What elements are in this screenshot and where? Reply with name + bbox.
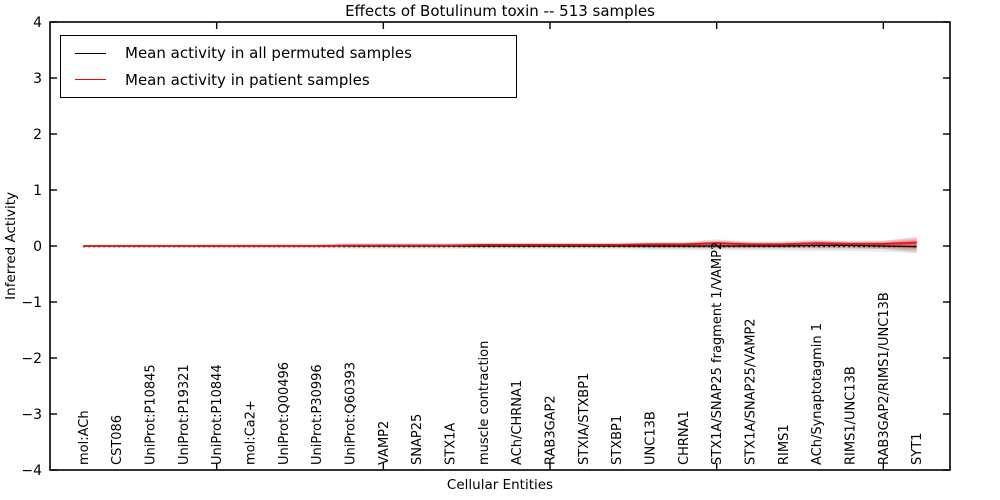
- category-label: RAB3GAP2: [544, 395, 559, 465]
- legend-line-black-icon: [75, 52, 106, 54]
- category-label: mol:Ca2+: [244, 400, 259, 465]
- y-tick-label: 1: [33, 183, 42, 199]
- y-tick-label: 4: [33, 15, 42, 31]
- category-label: UniProt:P30996: [310, 364, 325, 465]
- category-label: STX1A/SNAP25 fragment 1/VAMP2: [710, 242, 725, 465]
- category-label: RAB3GAP2/RIMS1/UNC13B: [877, 292, 892, 465]
- category-label: STXIA/STXBP1: [577, 373, 592, 465]
- category-label: STX1A/SNAP25/VAMP2: [744, 318, 759, 465]
- y-tick-label: 0: [33, 239, 42, 255]
- patient-mean-line: [83, 241, 917, 247]
- category-label: RIMS1/UNC13B: [844, 366, 859, 465]
- legend-label-patient: Mean activity in patient samples: [125, 70, 370, 89]
- category-label: UNC13B: [644, 411, 659, 465]
- category-label: muscle contraction: [477, 341, 492, 465]
- legend-entry-patient: Mean activity in patient samples: [75, 71, 516, 89]
- category-label: SNAP25: [410, 414, 425, 465]
- y-tick-label: −4: [21, 463, 42, 479]
- category-label: CST086: [110, 415, 125, 465]
- category-label: CHRNA1: [677, 410, 692, 465]
- category-label: UniProt:Q00496: [277, 362, 292, 465]
- legend-line-red-icon: [75, 79, 106, 81]
- y-tick-label: −2: [21, 351, 42, 367]
- y-tick-label: −3: [21, 407, 42, 423]
- category-label: ACh/Synaptotagmin 1: [810, 323, 825, 465]
- y-tick-label: 3: [33, 71, 42, 87]
- chart-title: Effects of Botulinum toxin -- 513 sample…: [345, 2, 655, 20]
- category-label: UniProt:P10844: [210, 364, 225, 465]
- x-axis-label: Cellular Entities: [446, 477, 554, 493]
- category-label: STX1A: [444, 423, 459, 465]
- y-tick-label: −1: [21, 295, 42, 311]
- category-label: SYT1: [910, 433, 925, 465]
- y-tick-label: 2: [33, 127, 42, 143]
- category-label: UniProt:P10845: [144, 364, 159, 465]
- y-axis-label: Inferred Activity: [3, 192, 19, 300]
- category-label: UniProt:Q60393: [344, 362, 359, 465]
- category-label: ACh/CHRNA1: [510, 380, 525, 465]
- category-label: STXBP1: [610, 415, 625, 465]
- legend: Mean activity in all permuted samples Me…: [60, 35, 517, 98]
- category-label: RIMS1: [777, 424, 792, 465]
- category-label: UniProt:P19321: [177, 364, 192, 465]
- category-label: mol:ACh: [77, 410, 92, 465]
- category-label: VAMP2: [377, 421, 392, 465]
- legend-label-permuted: Mean activity in all permuted samples: [125, 44, 412, 63]
- legend-entry-permuted: Mean activity in all permuted samples: [75, 44, 516, 62]
